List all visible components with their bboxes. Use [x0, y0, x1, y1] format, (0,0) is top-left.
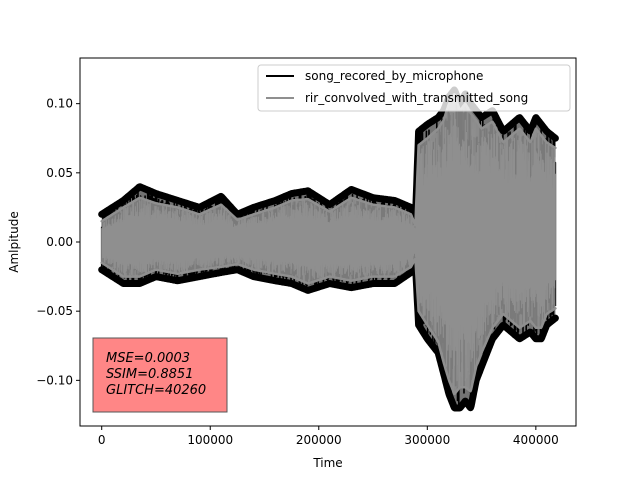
- y-axis-label: Amlpitude: [7, 211, 21, 273]
- legend: song_recored_by_microphone rir_convolved…: [257, 64, 571, 112]
- metric-mse: MSE=0.0003: [106, 351, 190, 366]
- x-tick-label: 300000: [404, 433, 450, 447]
- metrics-annotation: MSE=0.0003 SSIM=0.8851 GLITCH=40260: [92, 337, 228, 413]
- y-tick-label: 0.00: [46, 235, 73, 249]
- legend-label-series-0: song_recored_by_microphone: [305, 69, 483, 83]
- x-tick-label: 0: [98, 433, 106, 447]
- x-tick-label: 400000: [513, 433, 559, 447]
- y-tick-label: −0.05: [36, 304, 73, 318]
- metric-ssim: SSIM=0.8851: [106, 367, 193, 382]
- series-1: [100, 93, 557, 396]
- y-tick-label: −0.10: [36, 373, 73, 387]
- y-tick-label: 0.05: [46, 166, 73, 180]
- metric-glitch: GLITCH=40260: [106, 383, 206, 398]
- legend-box: [257, 64, 571, 112]
- metrics-annotation-box: [92, 337, 228, 413]
- x-axis-ticks: 0 100000 200000 300000 400000: [98, 426, 559, 447]
- legend-label-series-1: rir_convolved_with_transmitted_song: [305, 91, 528, 105]
- x-axis-label: Time: [312, 456, 342, 470]
- series-1-band: [101, 94, 556, 394]
- x-tick-label: 200000: [296, 433, 342, 447]
- y-tick-label: 0.10: [46, 97, 73, 111]
- series-layer: [98, 86, 559, 412]
- x-tick-label: 100000: [187, 433, 233, 447]
- y-axis-ticks: −0.10 −0.05 0.00 0.05 0.10: [36, 97, 80, 387]
